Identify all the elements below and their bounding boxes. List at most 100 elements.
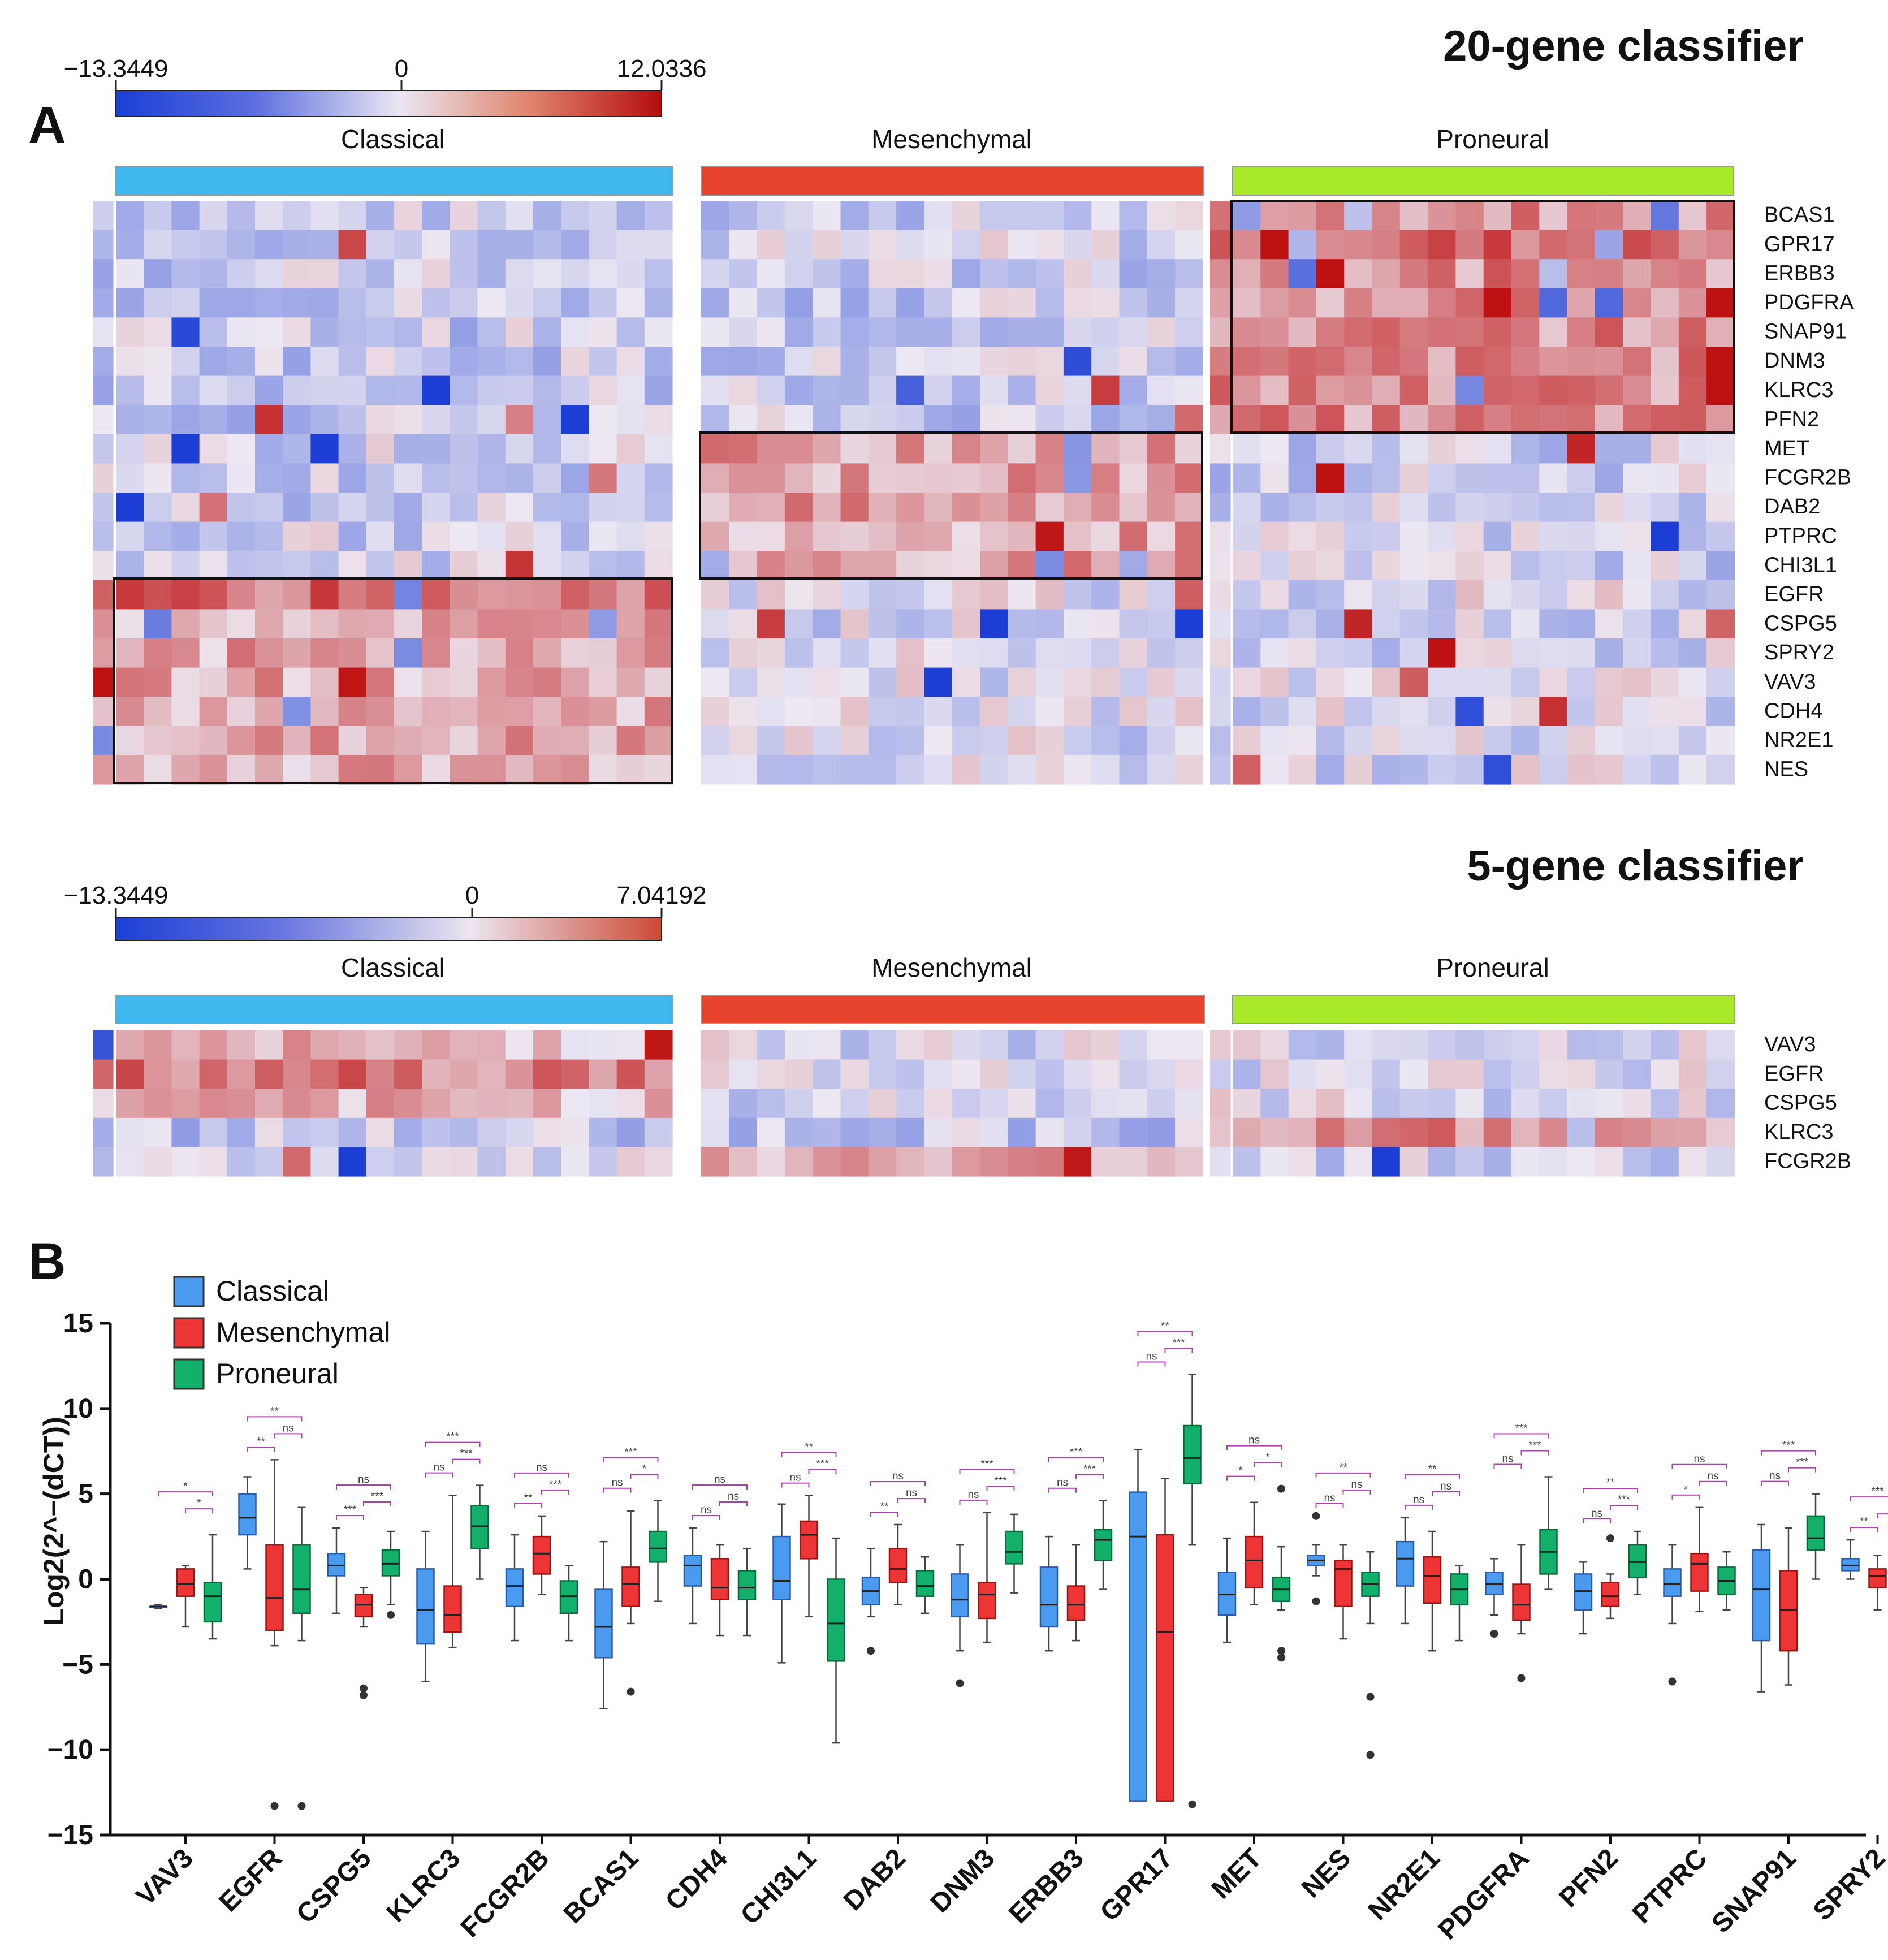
y-tick-label: 5 xyxy=(78,1479,93,1509)
heatmap-cell xyxy=(366,463,395,493)
heatmap-cell xyxy=(784,288,813,318)
heatmap-cell xyxy=(896,1030,924,1060)
heatmap-cell xyxy=(283,726,311,755)
heatmap-cell xyxy=(1651,201,1679,231)
heatmap-cell xyxy=(116,726,144,755)
heatmap-cell xyxy=(757,347,785,377)
heatmap-cell xyxy=(477,667,506,697)
heatmap-cell xyxy=(980,1147,1008,1177)
heatmap-cell xyxy=(840,347,869,377)
heatmap-cell xyxy=(505,347,534,377)
heatmap-cell xyxy=(840,463,869,493)
heatmap-cell xyxy=(729,1117,758,1147)
heatmap-cell xyxy=(1091,551,1120,581)
heatmap-cell xyxy=(1091,259,1120,289)
heatmap-cell xyxy=(1428,755,1456,785)
heatmap-cell xyxy=(644,551,673,581)
heatmap-cell xyxy=(616,375,645,405)
heatmap-cell xyxy=(729,230,758,260)
box xyxy=(737,1570,757,1600)
heatmap-cell xyxy=(561,405,589,435)
heatmap-cell xyxy=(1260,1059,1289,1089)
heatmap-cell xyxy=(1539,667,1568,697)
heatmap-cell xyxy=(1288,317,1317,347)
heatmap-cell xyxy=(533,375,561,405)
heatmap-cell xyxy=(1511,1059,1540,1089)
significance-bracket xyxy=(1226,1475,1255,1481)
heatmap-cell xyxy=(394,288,422,318)
heatmap-cell xyxy=(1623,317,1652,347)
heatmap-cell xyxy=(171,755,200,785)
heatmap-cell xyxy=(868,551,897,581)
heatmap-cell xyxy=(980,434,1008,464)
heatmap-cell xyxy=(283,1059,311,1089)
heatmap-cell xyxy=(1288,1147,1317,1177)
heatmap-cell xyxy=(1175,726,1203,755)
heatmap-cell xyxy=(283,288,311,318)
heatmap-cell xyxy=(784,405,813,435)
heatmap-cell xyxy=(505,697,534,727)
significance-bracket xyxy=(1850,1527,1878,1532)
heatmap-cell xyxy=(1706,697,1735,727)
heatmap-cell xyxy=(813,405,841,435)
heatmap-cell xyxy=(952,638,980,668)
heatmap-cell xyxy=(394,259,422,289)
heatmap-cell xyxy=(896,493,924,523)
heatmap-cell xyxy=(366,667,395,697)
heatmap-cell xyxy=(1147,493,1176,523)
heatmap-cell xyxy=(1372,493,1401,523)
outlier-point xyxy=(1188,1800,1196,1808)
heatmap-cell xyxy=(813,755,841,785)
heatmap-cell xyxy=(1344,230,1373,260)
heatmap-cell xyxy=(477,1117,506,1147)
heatmap-cell xyxy=(1260,580,1289,610)
heatmap-cell xyxy=(784,667,813,697)
heatmap-cell xyxy=(952,201,980,231)
heatmap-cell xyxy=(1316,1147,1345,1177)
heatmap-cell xyxy=(171,1117,200,1147)
heatmap-cell xyxy=(952,230,980,260)
heatmap-cell xyxy=(1511,230,1540,260)
heatmap-cell xyxy=(616,551,645,581)
heatmap-cell xyxy=(199,667,228,697)
heatmap-cell xyxy=(1147,638,1176,668)
significance-label: *** xyxy=(1515,1423,1528,1435)
heatmap-cell xyxy=(1091,1117,1120,1147)
heatmap-cell xyxy=(1147,697,1176,727)
heatmap-cell xyxy=(116,288,144,318)
group5-bar-mesenchymal xyxy=(701,995,1205,1024)
heatmap-cell xyxy=(729,1089,758,1119)
heatmap-cell xyxy=(1372,521,1401,551)
heatmap-cell xyxy=(1678,638,1707,668)
heatmap-cell xyxy=(505,259,534,289)
heatmap-cell xyxy=(505,201,534,231)
heatmap-cell xyxy=(1399,521,1428,551)
heatmap-cell xyxy=(1210,638,1231,668)
heatmap-cell xyxy=(450,493,478,523)
significance-bracket xyxy=(808,1469,837,1474)
outlier-point xyxy=(1517,1674,1526,1682)
heatmap-cell xyxy=(310,667,339,697)
heatmap-cell xyxy=(1651,463,1679,493)
heatmap-cell xyxy=(896,230,924,260)
heatmap-cell xyxy=(1595,726,1623,755)
heatmap-cell xyxy=(1233,551,1261,581)
heatmap-cell xyxy=(896,755,924,785)
heatmap-cell xyxy=(533,1059,561,1089)
heatmap-cell xyxy=(1119,726,1148,755)
legend-label: Mesenchymal xyxy=(216,1316,390,1348)
heatmap-cell xyxy=(394,405,422,435)
heatmap-cell xyxy=(757,201,785,231)
heatmap-cell xyxy=(1063,667,1092,697)
heatmap-cell xyxy=(1260,638,1289,668)
heatmap-cell xyxy=(1651,1089,1679,1119)
heatmap-cell xyxy=(1175,201,1203,231)
heatmap-cell xyxy=(1175,1030,1203,1060)
significance-label: ** xyxy=(524,1492,533,1504)
heatmap-cell xyxy=(1063,230,1092,260)
heatmap-cell xyxy=(171,697,200,727)
heatmap-cell xyxy=(1147,1089,1176,1119)
heatmap-cell xyxy=(868,463,897,493)
heatmap-cell xyxy=(1455,1147,1484,1177)
